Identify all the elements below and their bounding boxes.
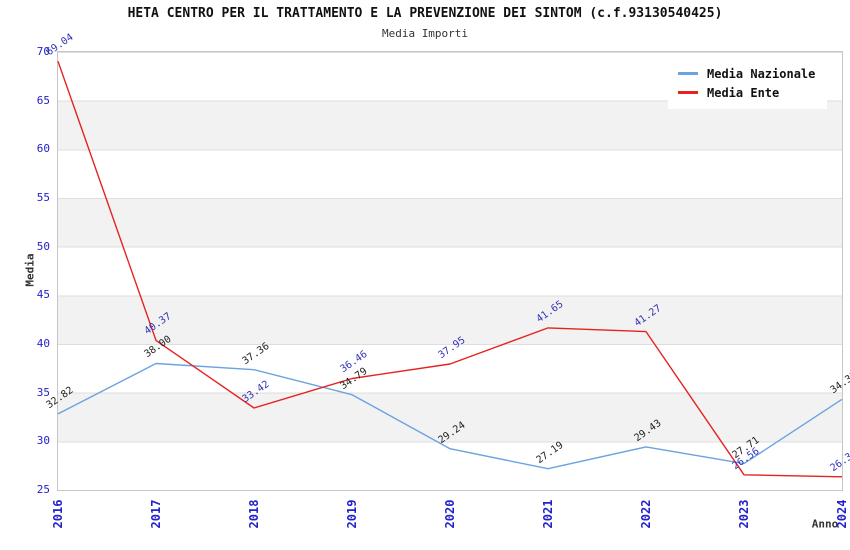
media-nazionale-line-swatch <box>678 72 698 75</box>
x-tick-label: 2018 <box>247 499 261 529</box>
x-tick-label: 2021 <box>541 499 555 529</box>
y-tick-label: 70 <box>36 45 50 58</box>
x-tick-label: 2022 <box>639 499 653 529</box>
chart-title: HETA CENTRO PER IL TRATTAMENTO E LA PREV… <box>127 6 723 21</box>
legend-label-media-ente: Media Ente <box>707 85 780 100</box>
legend-label-media-nazionale: Media Nazionale <box>707 66 816 81</box>
y-tick-label: 35 <box>36 385 50 399</box>
y-axis-title: Media <box>23 253 37 287</box>
y-tick-label: 40 <box>36 337 50 350</box>
x-axis-title: Anno <box>811 517 839 531</box>
chart-subtitle: Media Importi <box>381 27 469 40</box>
legend: Media Nazionale Media Ente <box>668 57 828 109</box>
y-tick-label: 50 <box>36 239 50 253</box>
legend-item-media-ente: Media Ente <box>678 83 815 102</box>
media-nazionale-line <box>57 362 843 470</box>
y-tick-label: 25 <box>36 483 50 496</box>
plot-area <box>57 51 843 491</box>
x-tick-label: 2016 <box>51 499 65 529</box>
x-tick-label: 2024 <box>835 499 849 529</box>
x-tick-label: 2017 <box>149 499 163 529</box>
legend-item-media-nazionale: Media Nazionale <box>678 64 815 83</box>
y-tick-label: 55 <box>36 191 50 204</box>
y-tick-label: 65 <box>36 93 50 107</box>
y-tick-label: 60 <box>36 142 50 156</box>
series-lines <box>57 61 843 478</box>
x-tick-label: 2020 <box>443 499 457 529</box>
y-tick-label: 45 <box>36 288 50 302</box>
y-tick-label: 30 <box>36 434 50 448</box>
x-tick-label: 2019 <box>345 499 359 529</box>
media-ente-line <box>57 61 843 478</box>
x-tick-label: 2023 <box>737 499 751 529</box>
media-ente-line-swatch <box>678 91 698 94</box>
